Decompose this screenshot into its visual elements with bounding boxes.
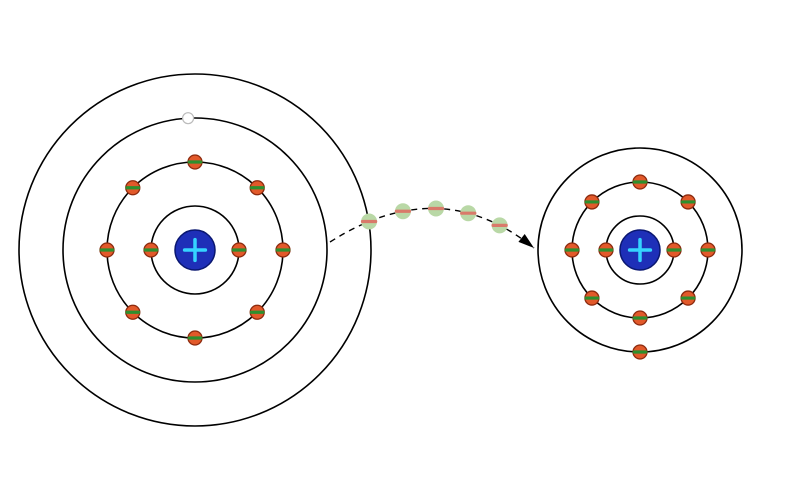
right-electron-7 — [585, 291, 599, 305]
left-electron-6 — [188, 331, 202, 345]
transfer-electron-2 — [428, 201, 444, 217]
left-electron-2 — [188, 155, 202, 169]
right-electron-5 — [681, 291, 695, 305]
right-electron-4 — [701, 243, 715, 257]
left-electron-0 — [232, 243, 246, 257]
left-nucleus — [175, 230, 215, 270]
transfer-electron-3 — [460, 205, 476, 221]
right-electron-0 — [667, 243, 681, 257]
right-electron-3 — [681, 195, 695, 209]
right-nucleus — [620, 230, 660, 270]
transfer-electron-1 — [395, 203, 411, 219]
left-electron-3 — [250, 181, 264, 195]
right-electron-8 — [565, 243, 579, 257]
left-electron-4 — [276, 243, 290, 257]
right-electron-1 — [599, 243, 613, 257]
transfer-electron-4 — [492, 217, 508, 233]
left-vacancy — [183, 113, 194, 124]
left-electron-5 — [250, 305, 264, 319]
right-electron-2 — [633, 175, 647, 189]
left-electron-9 — [126, 181, 140, 195]
atom-diagram — [0, 0, 800, 500]
left-electron-1 — [144, 243, 158, 257]
transfer-electron-0 — [361, 214, 377, 230]
left-electron-8 — [100, 243, 114, 257]
right-electron-6 — [633, 311, 647, 325]
left-electron-7 — [126, 305, 140, 319]
right-electron-9 — [585, 195, 599, 209]
right-incoming-electron — [633, 345, 647, 359]
